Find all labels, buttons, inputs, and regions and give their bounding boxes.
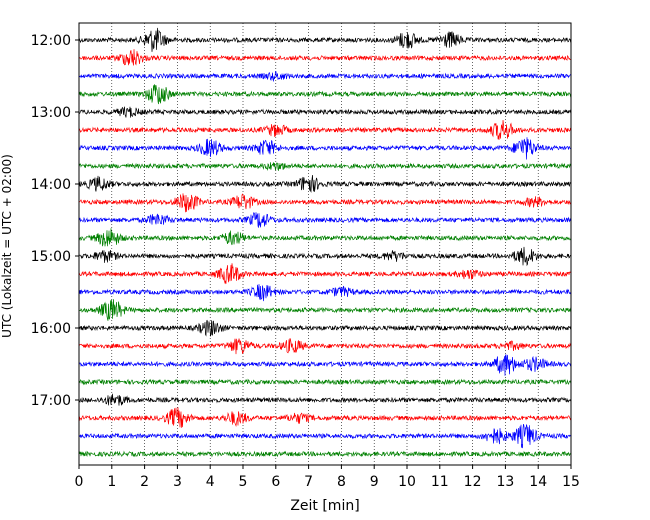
- x-axis-ticks: 0 1 2 3 4 5 6 7 8 9 10 11 12 13 14 15: [75, 465, 580, 490]
- y-tick-label: 17:00: [31, 393, 71, 409]
- y-tick-label: 16:00: [31, 321, 71, 337]
- x-tick-label: 14: [529, 474, 547, 490]
- seismic-trace: [78, 137, 572, 160]
- x-tick-label: 5: [239, 474, 248, 490]
- x-axis-label: Zeit [min]: [290, 498, 359, 514]
- x-tick-label: 11: [431, 474, 449, 490]
- x-tick-label: 15: [562, 474, 580, 490]
- plot-frame: [78, 22, 572, 466]
- seismic-trace: [78, 354, 572, 376]
- seismic-trace: [78, 193, 572, 213]
- seismic-trace: [78, 378, 572, 386]
- x-tick-label: 8: [337, 474, 346, 490]
- seismic-trace: [78, 246, 572, 267]
- seismic-trace: [78, 106, 572, 118]
- seismic-trace: [78, 174, 572, 193]
- trace-group: [78, 27, 572, 458]
- seismic-trace: [79, 49, 572, 66]
- y-axis-label: UTC (Lokalzeit = UTC + 02:00): [0, 154, 14, 338]
- x-tick-label: 4: [206, 474, 215, 490]
- seismic-trace: [78, 83, 572, 105]
- seismic-trace: [78, 228, 572, 247]
- x-tick-label: 0: [75, 474, 84, 490]
- seismic-trace: [78, 407, 572, 428]
- x-tick-label: 10: [398, 474, 416, 490]
- x-tick-label: 13: [496, 474, 514, 490]
- seismic-trace: [78, 284, 572, 302]
- seismic-trace: [78, 71, 572, 83]
- y-tick-label: 13:00: [31, 105, 71, 121]
- seismic-trace: [78, 450, 572, 458]
- seismic-trace: [78, 319, 572, 337]
- y-tick-label: 15:00: [31, 249, 71, 265]
- seismic-trace: [78, 424, 572, 449]
- x-tick-label: 2: [140, 474, 149, 490]
- seismic-trace: [78, 393, 572, 406]
- seismic-trace: [78, 120, 572, 140]
- seismic-trace: [78, 212, 572, 228]
- seismic-trace: [78, 338, 572, 355]
- x-tick-label: 6: [271, 474, 280, 490]
- seismic-trace: [78, 299, 572, 321]
- x-tick-label: 9: [370, 474, 379, 490]
- x-tick-label: 1: [107, 474, 116, 490]
- y-tick-label: 12:00: [31, 33, 71, 49]
- y-axis-ticks: 12:00 13:00 14:00 15:00 16:00 17:00: [31, 33, 79, 409]
- y-tick-label: 14:00: [31, 177, 71, 193]
- x-tick-label: 7: [304, 474, 313, 490]
- seismic-trace: [78, 263, 572, 285]
- x-tick-label: 12: [464, 474, 482, 490]
- x-tick-label: 3: [173, 474, 182, 490]
- seismic-trace: [78, 27, 572, 52]
- seismic-trace: [78, 162, 572, 171]
